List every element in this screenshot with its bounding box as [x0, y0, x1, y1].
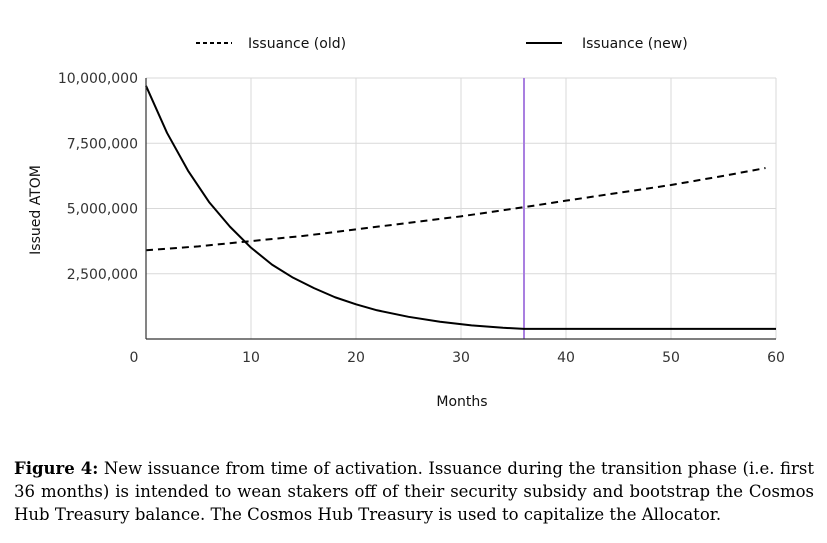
issuance-chart: 0 10 20 30 40 50 60 2,500,000 5,000,000 7,500,00…	[28, 36, 785, 410]
axes	[145, 78, 776, 340]
legend: Issuance (old) Issuance (new)	[196, 36, 688, 52]
series-layer	[145, 85, 776, 330]
y-tick-labels: 2,500,000 5,000,000 7,500,000 10,000,000	[58, 71, 138, 283]
figure-caption-label: Figure 4:	[14, 459, 99, 478]
series-line-old	[145, 167, 766, 252]
y-tick-label: 5,000,000	[67, 202, 138, 218]
x-tick-label: 50	[662, 350, 680, 366]
x-tick-label: 0	[130, 350, 139, 366]
y-axis-title: Issued ATOM	[28, 165, 44, 255]
x-tick-label: 40	[557, 350, 575, 366]
legend-label-new: Issuance (new)	[582, 36, 688, 52]
x-tick-label: 10	[242, 350, 260, 366]
x-tick-label: 30	[452, 350, 470, 366]
figure-caption: Figure 4: New issuance from time of acti…	[14, 457, 814, 526]
x-tick-label: 60	[767, 350, 785, 366]
x-tick-label: 20	[347, 350, 365, 366]
y-tick-label: 2,500,000	[67, 267, 138, 283]
series-line-new	[145, 85, 776, 330]
grid-lines	[146, 77, 777, 339]
figure-caption-text: New issuance from time of activation. Is…	[14, 459, 814, 524]
legend-label-old: Issuance (old)	[248, 36, 346, 52]
x-axis-title: Months	[436, 394, 487, 410]
x-tick-labels: 0 10 20 30 40 50 60	[130, 350, 785, 366]
y-tick-label: 10,000,000	[58, 71, 138, 87]
y-tick-label: 7,500,000	[67, 136, 138, 152]
